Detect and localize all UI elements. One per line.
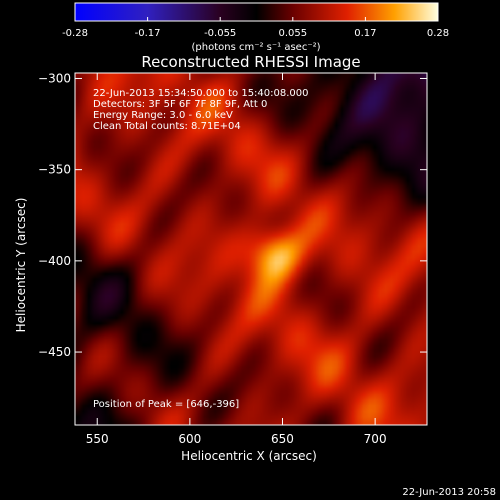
footer-timestamp: 22-Jun-2013 20:58 [402, 487, 496, 498]
colorbar-strip [74, 2, 439, 22]
y-tick-label: −450 [38, 345, 71, 359]
y-axis-label: Heliocentric Y (arcsec) [14, 198, 28, 333]
y-tick-label: −400 [38, 254, 71, 268]
y-tick-label: −300 [38, 71, 71, 85]
colorbar-tick-label: -0.28 [62, 28, 88, 39]
peak-position-label: Position of Peak = [646,-396] [93, 399, 239, 410]
info-text-block: 22-Jun-2013 15:34:50.000 to 15:40:08.000… [93, 88, 309, 132]
x-tick-label: 650 [271, 432, 294, 446]
colorbar-tick-label: 0.055 [278, 28, 307, 39]
image-area [74, 72, 428, 426]
x-tick-label: 600 [178, 432, 201, 446]
x-tick-label: 700 [364, 432, 387, 446]
info-line: 22-Jun-2013 15:34:50.000 to 15:40:08.000 [93, 88, 309, 99]
info-line: Detectors: 3F 5F 6F 7F 8F 9F, Att 0 [93, 99, 267, 110]
heatmap-image [75, 73, 427, 425]
chart-title: Reconstructed RHESSI Image [141, 53, 360, 71]
colorbar-tick-label: -0.055 [204, 28, 236, 39]
plot-frame [74, 72, 428, 426]
x-axis-ticks: 550 600 650 700 [86, 73, 387, 446]
colorbar: -0.28 -0.17 -0.055 0.055 0.17 0.28 (photons c… [62, 2, 449, 53]
x-axis-label: Heliocentric X (arcsec) [181, 449, 317, 463]
colorbar-unit-label: (photons cm⁻² s⁻¹ asec⁻²) [191, 42, 320, 53]
info-line: Clean Total counts: 8.71E+04 [93, 121, 241, 132]
info-line: Energy Range: 3.0 - 6.0 keV [93, 110, 233, 121]
y-tick-label: −350 [38, 163, 71, 177]
colorbar-tick-label: 0.17 [354, 28, 376, 39]
y-axis-ticks: −300 −350 −400 −450 [38, 71, 427, 359]
colorbar-ticks: -0.28 -0.17 -0.055 0.055 0.17 0.28 [62, 17, 449, 39]
colorbar-tick-label: 0.28 [427, 28, 449, 39]
colorbar-tick-label: -0.17 [135, 28, 161, 39]
x-tick-label: 550 [86, 432, 109, 446]
